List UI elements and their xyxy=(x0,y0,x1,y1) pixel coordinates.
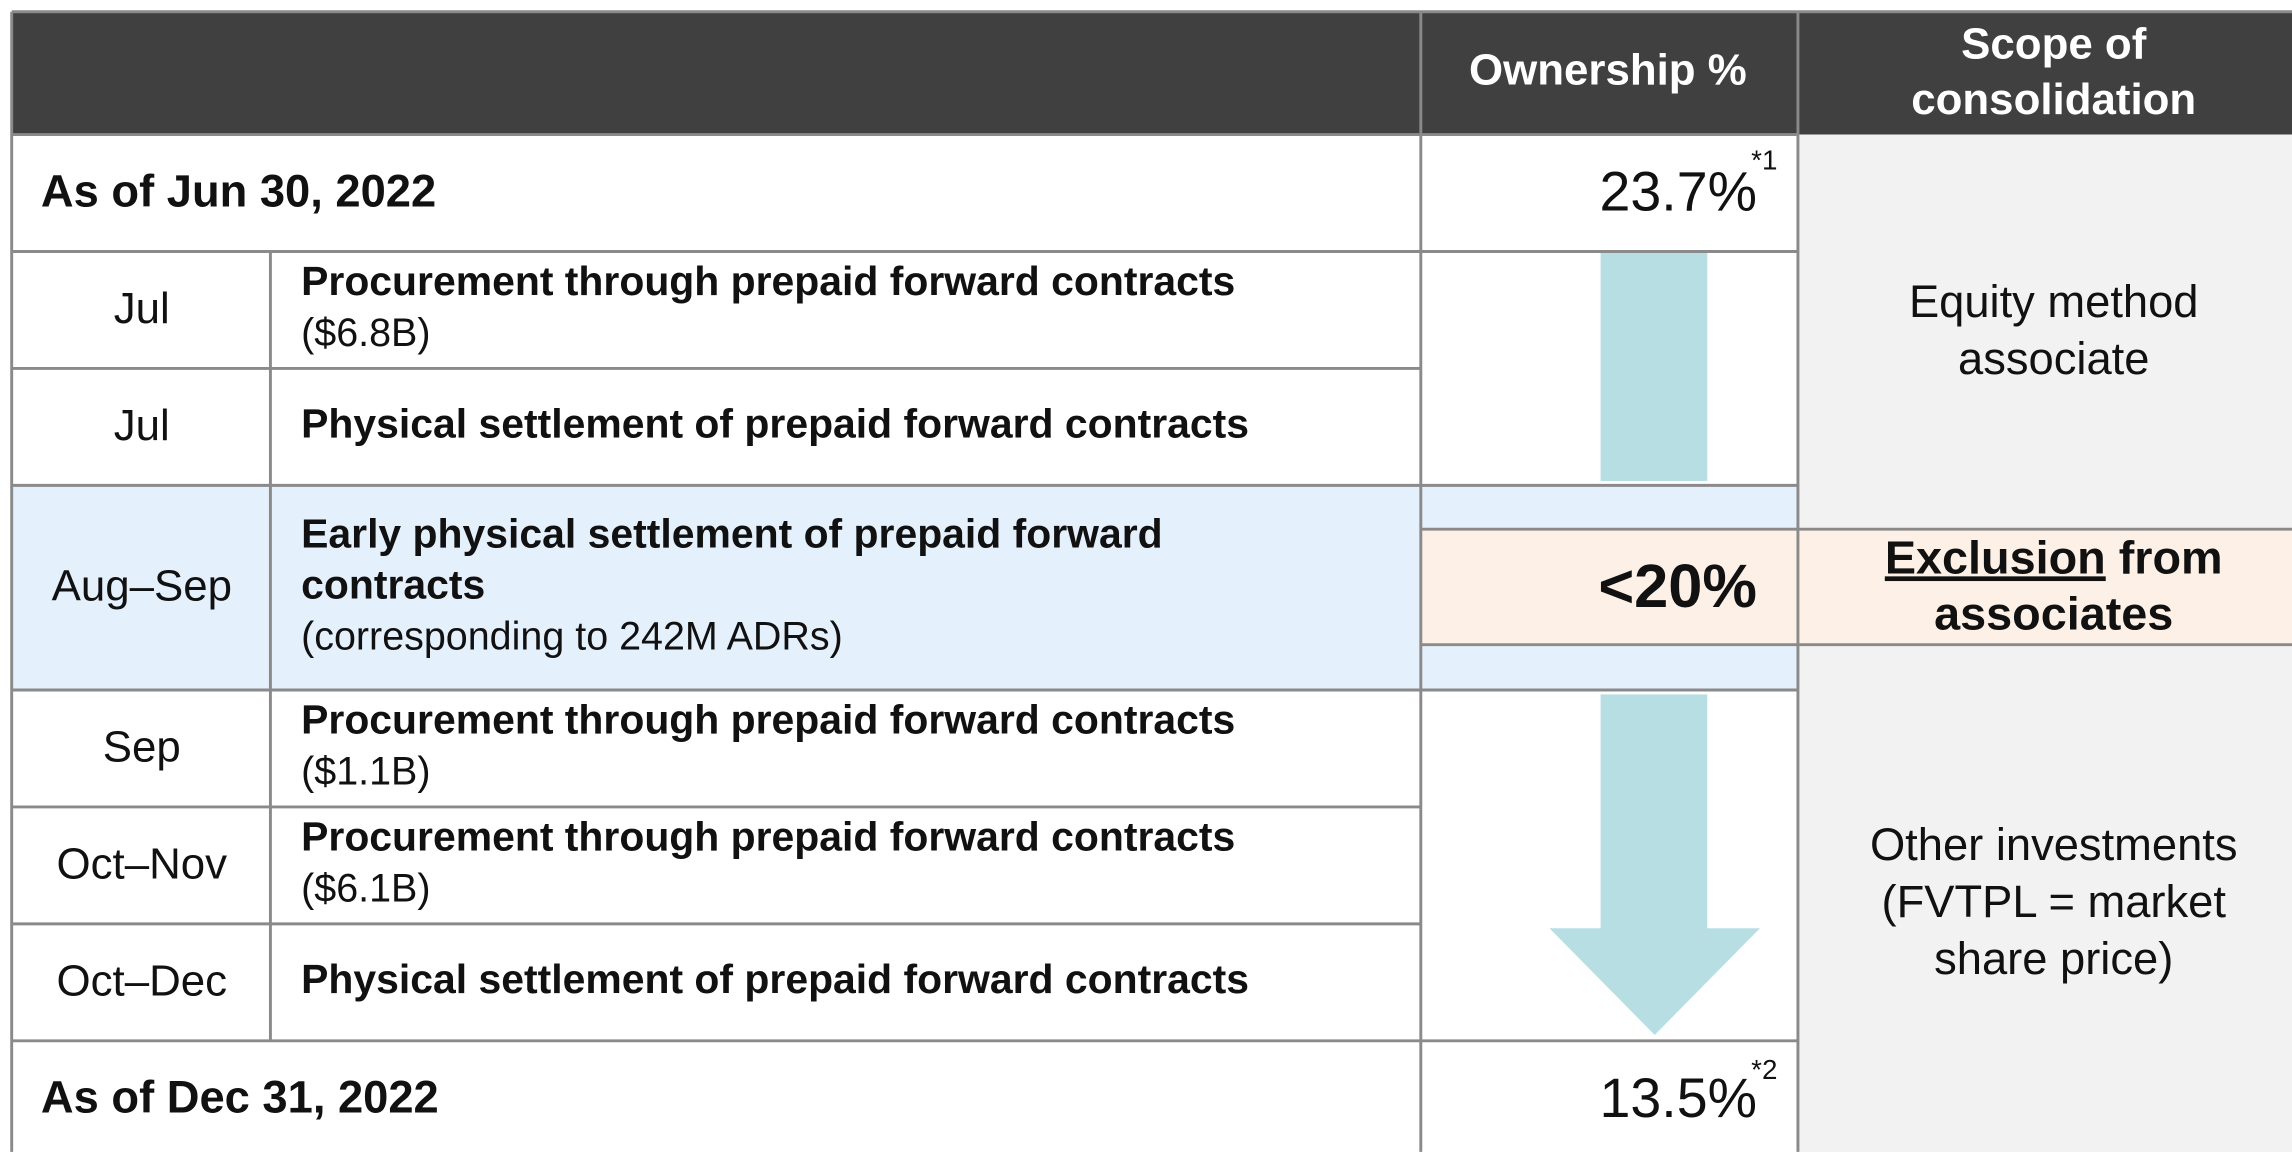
header-bg xyxy=(11,11,2292,135)
end-label: As of Dec 31, 2022 xyxy=(41,1072,439,1123)
exclusion-line: Exclusion from xyxy=(1885,532,2223,584)
row-date: Jul xyxy=(114,284,170,333)
header-ownership: Ownership % xyxy=(1469,46,1747,95)
scope-other: Other investments xyxy=(1870,819,2238,870)
row-date: Oct–Dec xyxy=(57,956,228,1005)
row-detail: ($6.1B) xyxy=(301,866,430,910)
scope-other: (FVTPL = market xyxy=(1882,876,2227,927)
scope-equity: associate xyxy=(1958,333,2149,384)
end-note: *2 xyxy=(1751,1054,1777,1085)
exclusion-text: associates xyxy=(1934,587,2173,639)
row-description: Early physical settlement of prepaid for… xyxy=(301,510,1163,556)
row-description: contracts xyxy=(301,562,485,608)
scope-equity: Equity method xyxy=(1909,276,2199,327)
exclusion-text: from xyxy=(2119,532,2223,584)
row-date: Jul xyxy=(114,401,170,450)
row-detail: ($6.8B) xyxy=(301,311,430,355)
start-label: As of Jun 30, 2022 xyxy=(41,165,436,216)
end-value: 13.5% xyxy=(1600,1067,1757,1129)
row-description: Physical settlement of prepaid forward c… xyxy=(301,956,1249,1002)
header-scope: consolidation xyxy=(1911,75,2196,124)
header-scope: Scope of xyxy=(1961,19,2147,68)
arrow-up-segment xyxy=(1600,252,1708,481)
row-date: Oct–Nov xyxy=(57,839,228,888)
row-date: Sep xyxy=(103,723,181,772)
threshold-band xyxy=(1420,529,2292,645)
grid xyxy=(10,10,2292,1152)
row-description: Procurement through prepaid forward cont… xyxy=(301,258,1235,304)
row-detail: (corresponding to 242M ADRs) xyxy=(301,614,843,658)
scope-other: share price) xyxy=(1934,933,2173,984)
threshold: <20% xyxy=(1598,552,1757,621)
row-date: Aug–Sep xyxy=(52,562,232,611)
start-note: *1 xyxy=(1751,145,1777,176)
row-description: Physical settlement of prepaid forward c… xyxy=(301,401,1249,447)
row-description: Procurement through prepaid forward cont… xyxy=(301,814,1235,860)
exclusion-word: Exclusion xyxy=(1885,532,2106,584)
start-value: 23.7% xyxy=(1600,161,1757,223)
row-detail: ($1.1B) xyxy=(301,749,430,793)
row-description: Procurement through prepaid forward cont… xyxy=(301,697,1235,743)
arrow-down xyxy=(1549,694,1760,1035)
